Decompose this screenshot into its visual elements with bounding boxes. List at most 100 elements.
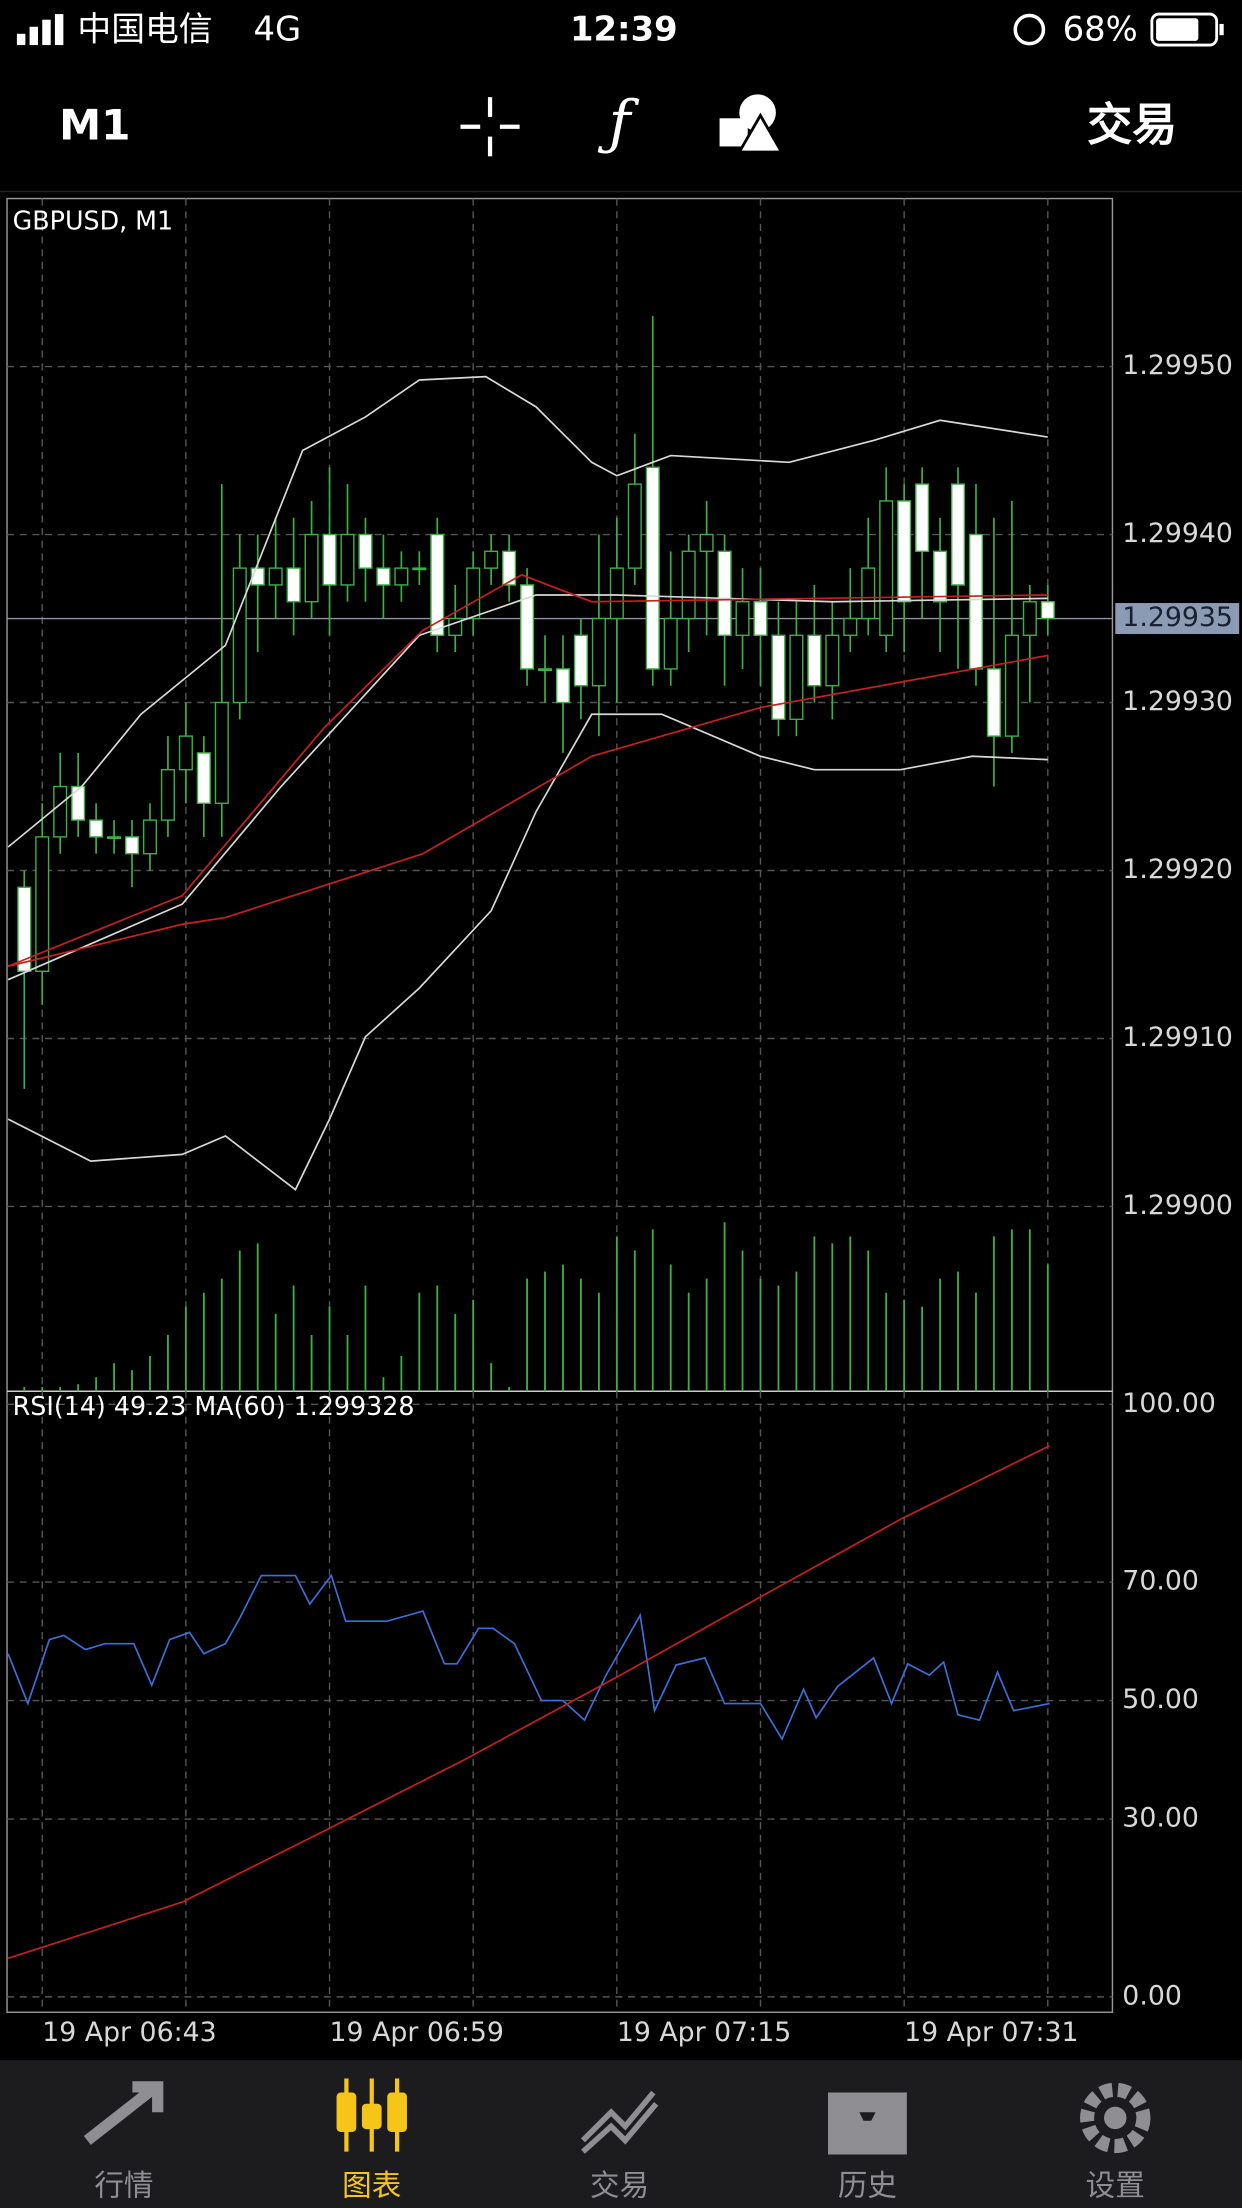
candle-body xyxy=(807,634,822,687)
candle-body xyxy=(448,617,463,637)
y-tick-label: 0.00 xyxy=(1122,1980,1182,2011)
tab[interactable]: 行情 xyxy=(83,2081,164,2202)
tab-icon xyxy=(1104,2106,1127,2130)
candle-body xyxy=(879,500,894,637)
timeframe-button[interactable]: M1 xyxy=(59,101,130,150)
candle-body xyxy=(933,550,948,603)
status-bar: 中国电信 4G 12:39 68% xyxy=(16,9,1224,48)
signal-bar xyxy=(29,26,39,46)
y-tick-label: 1.29950 xyxy=(1122,350,1233,381)
candle-body xyxy=(124,836,140,855)
battery-tip xyxy=(1219,23,1224,36)
indicator-line xyxy=(7,654,1048,968)
rsi-line xyxy=(7,1445,1050,1960)
tab[interactable]: 交易 xyxy=(580,2090,659,2203)
indicator-line xyxy=(7,573,1048,968)
tab[interactable]: 历史 xyxy=(828,2092,907,2202)
candle-body xyxy=(1040,601,1055,620)
candle-body xyxy=(735,601,750,637)
candle-body xyxy=(502,550,517,586)
x-tick-label: 19 Apr 07:31 xyxy=(904,2017,1078,2048)
tab-label: 设置 xyxy=(1086,2168,1145,2202)
x-tick-label: 19 Apr 06:43 xyxy=(42,2017,216,2048)
candle-body xyxy=(412,567,427,571)
tab-label: 行情 xyxy=(94,2168,153,2202)
indicator-line xyxy=(7,375,1048,848)
candle-body xyxy=(1022,601,1037,637)
crosshair-button[interactable] xyxy=(460,97,520,157)
candle-body xyxy=(178,735,193,771)
candle-body xyxy=(537,668,553,672)
tab-label: 图表 xyxy=(342,2168,401,2202)
candle-body xyxy=(358,533,373,569)
plot-area: 1.29950 1.29940 1.29930 1.29920 1.29910 1.299… xyxy=(7,198,1240,2048)
candle-body xyxy=(430,533,445,637)
battery-icon xyxy=(1150,12,1219,47)
y-tick-label: 70.00 xyxy=(1122,1566,1199,1597)
trade-button[interactable]: 交易 xyxy=(1087,98,1177,151)
candle-body xyxy=(897,500,912,603)
candle-body xyxy=(699,533,714,553)
candle-body xyxy=(340,533,355,586)
candle-body xyxy=(627,483,642,569)
battery-level: 68% xyxy=(1063,9,1138,48)
candle-body xyxy=(663,617,678,670)
candle-body xyxy=(717,550,732,637)
candle-body xyxy=(322,533,337,586)
shape-circle xyxy=(739,94,776,131)
current-price-label: 1.29935 xyxy=(1122,602,1233,633)
candle-body xyxy=(160,769,175,821)
candle-body xyxy=(681,550,696,620)
x-tick-label: 19 Apr 07:15 xyxy=(617,2017,791,2048)
tab-label: 历史 xyxy=(838,2168,897,2202)
signal-bar xyxy=(16,33,26,46)
candle-body xyxy=(376,567,391,586)
candle-body xyxy=(520,584,535,670)
tab[interactable]: 设置 xyxy=(1080,2082,1151,2203)
candle-body xyxy=(771,634,786,721)
indicator-line xyxy=(7,594,1048,981)
network: 4G xyxy=(253,9,301,48)
objects-button[interactable] xyxy=(719,94,784,154)
candle-body xyxy=(573,634,588,687)
candle-body xyxy=(394,567,409,586)
y-tick-label: 1.29920 xyxy=(1122,854,1233,885)
tab[interactable]: 图表 xyxy=(336,2078,407,2202)
indicator-line xyxy=(7,713,1048,1191)
y-tick-label: 30.00 xyxy=(1122,1803,1199,1834)
y-tick-label: 100.00 xyxy=(1122,1388,1216,1419)
candle-body xyxy=(89,819,104,838)
candle-body xyxy=(591,617,606,687)
candle-body xyxy=(196,752,211,805)
clock: 12:39 xyxy=(570,9,678,48)
rotation-lock xyxy=(1013,13,1046,46)
candle-body xyxy=(35,836,50,972)
candle-body xyxy=(645,466,660,670)
candle-body xyxy=(286,567,301,603)
signal-bar xyxy=(42,19,51,46)
candle-body xyxy=(304,533,319,603)
candle-body xyxy=(142,819,158,855)
candle-body xyxy=(466,567,481,620)
candle-body xyxy=(1004,634,1019,737)
candle-body xyxy=(555,668,571,704)
tab-icon xyxy=(828,2092,907,2155)
tab-label: 交易 xyxy=(590,2168,649,2202)
y-tick-label: 50.00 xyxy=(1122,1684,1199,1715)
y-tick-label: 1.29910 xyxy=(1122,1022,1233,1053)
battery-fill xyxy=(1156,18,1199,41)
tab-icon xyxy=(580,2090,659,2154)
candle-body xyxy=(107,836,122,840)
candle-body xyxy=(484,550,499,569)
candle-body xyxy=(268,567,283,586)
tab-icon xyxy=(336,2092,357,2132)
carrier: 中国电信 xyxy=(77,9,212,48)
shape-triangle xyxy=(736,112,784,154)
signal-bar xyxy=(54,14,64,46)
tab-icon xyxy=(387,2092,407,2132)
tab-icon xyxy=(1080,2082,1151,2154)
chart-title: GBPUSD, M1 xyxy=(13,205,173,235)
